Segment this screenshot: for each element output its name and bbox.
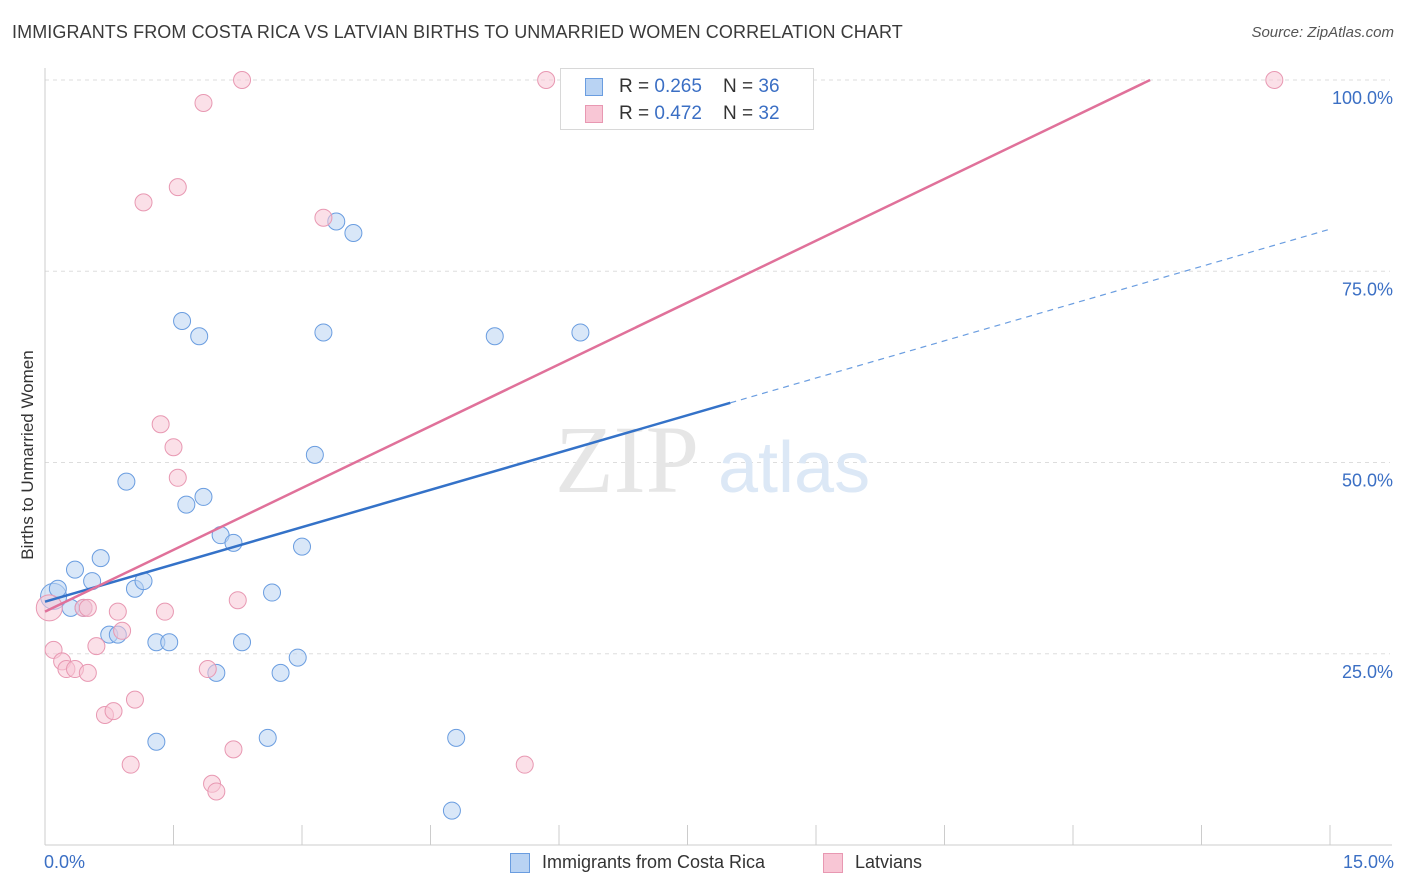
costa-rica-trend-extension	[730, 228, 1331, 404]
latvian-point-21	[198, 660, 217, 679]
costa-rica-point-16	[177, 495, 196, 514]
legend-row-costa-rica: R = 0.265 N = 36	[585, 74, 780, 100]
costa-rica-point-25	[271, 663, 290, 682]
latvian-point-23	[207, 782, 226, 801]
legend-n-label-2: N =	[723, 103, 759, 124]
costa-rica-point-9	[117, 472, 136, 491]
x-tick-label-min: 0.0%	[44, 852, 86, 872]
latvian-point-11	[113, 621, 132, 640]
series-legend-label-latvians: Latvians	[855, 852, 923, 872]
chart-title: IMMIGRANTS FROM COSTA RICA VS LATVIAN BI…	[12, 22, 903, 42]
latvian-point-6	[78, 663, 97, 682]
grid-lines	[45, 79, 1390, 655]
costa-rica-point-6	[91, 549, 110, 568]
latvian-point-18	[168, 468, 187, 487]
latvian-point-27	[314, 208, 333, 227]
costa-rica-point-31	[344, 224, 363, 242]
latvian-point-26	[233, 71, 252, 89]
data-points	[35, 71, 1284, 820]
x-tick-label-max: 15.0%	[1342, 852, 1394, 872]
latvian-point-31	[78, 598, 97, 617]
latvian-point-13	[125, 690, 144, 709]
costa-rica-point-28	[305, 445, 324, 464]
y-tick-label-75: 75.0%	[1342, 279, 1393, 299]
legend-r-label-1: R =	[619, 76, 655, 97]
costa-rica-point-35	[571, 323, 590, 342]
latvian-point-28	[515, 755, 534, 774]
costa-rica-point-2	[65, 560, 84, 579]
legend-n-value-1: 36	[758, 76, 780, 97]
trend-lines	[44, 78, 1331, 613]
latvian-point-20	[194, 93, 213, 112]
legend-row-latvians: R = 0.472 N = 32	[585, 101, 780, 127]
legend-box: R = 0.265 N = 36 R = 0.472 N = 32	[560, 68, 814, 130]
costa-rica-point-26	[288, 648, 307, 667]
costa-rica-point-22	[233, 633, 252, 652]
latvian-point-9	[104, 702, 123, 721]
latvian-point-0	[35, 594, 63, 622]
series-legend-swatch-pink	[823, 852, 843, 873]
costa-rica-point-17	[190, 327, 209, 346]
legend-n-value-2: 32	[758, 103, 780, 124]
latvian-point-29	[537, 71, 556, 89]
latvian-point-30	[1265, 71, 1284, 89]
legend-n-label-1: N =	[723, 76, 759, 97]
watermark-zip: ZIP	[555, 406, 699, 513]
legend-r-label-2: R =	[619, 103, 655, 124]
legend-swatch-pink	[585, 105, 603, 123]
source-label: Source: ZipAtlas.com	[1251, 24, 1394, 41]
y-tick-label-50: 50.0%	[1342, 471, 1393, 491]
series-legend-latvians: Latvians	[823, 852, 922, 873]
series-legend-costa-rica: Immigrants from Costa Rica	[510, 852, 765, 873]
costa-rica-point-24	[263, 583, 282, 602]
costa-rica-point-15	[173, 311, 192, 330]
costa-rica-point-33	[442, 801, 461, 820]
watermark-atlas: atlas	[718, 428, 870, 508]
costa-rica-point-27	[293, 537, 311, 556]
latvian-point-14	[134, 193, 153, 212]
y-tick-labels: 25.0% 50.0% 75.0% 100.0%	[1332, 88, 1393, 682]
latvian-point-17	[164, 438, 183, 457]
costa-rica-point-13	[160, 633, 179, 652]
latvian-point-24	[224, 740, 243, 759]
costa-rica-point-14	[147, 732, 166, 751]
series-legend-label-costa-rica: Immigrants from Costa Rica	[542, 852, 766, 872]
legend-r-value-1: 0.265	[654, 76, 702, 97]
latvian-point-19	[168, 178, 187, 197]
latvian-point-7	[87, 637, 106, 656]
series-legend-swatch-blue	[510, 852, 530, 873]
costa-rica-point-23	[258, 728, 277, 747]
latvian-point-15	[151, 415, 170, 434]
costa-rica-point-18	[194, 487, 213, 506]
costa-rica-point-29	[314, 323, 333, 342]
legend-swatch-blue	[585, 78, 603, 96]
y-tick-label-25: 25.0%	[1342, 662, 1393, 682]
legend-r-value-2: 0.472	[654, 103, 702, 124]
latvian-trend-line	[44, 78, 1151, 613]
axes	[44, 68, 1392, 846]
latvian-point-16	[155, 602, 174, 621]
series-legend: Immigrants from Costa Rica Latvians	[0, 852, 1406, 878]
costa-rica-point-32	[447, 728, 466, 747]
latvian-point-10	[108, 602, 127, 621]
y-tick-label-100: 100.0%	[1332, 88, 1393, 108]
latvian-point-25	[228, 591, 247, 610]
latvian-point-12	[121, 755, 140, 774]
costa-rica-trend-line	[44, 401, 731, 603]
costa-rica-point-34	[485, 327, 504, 346]
